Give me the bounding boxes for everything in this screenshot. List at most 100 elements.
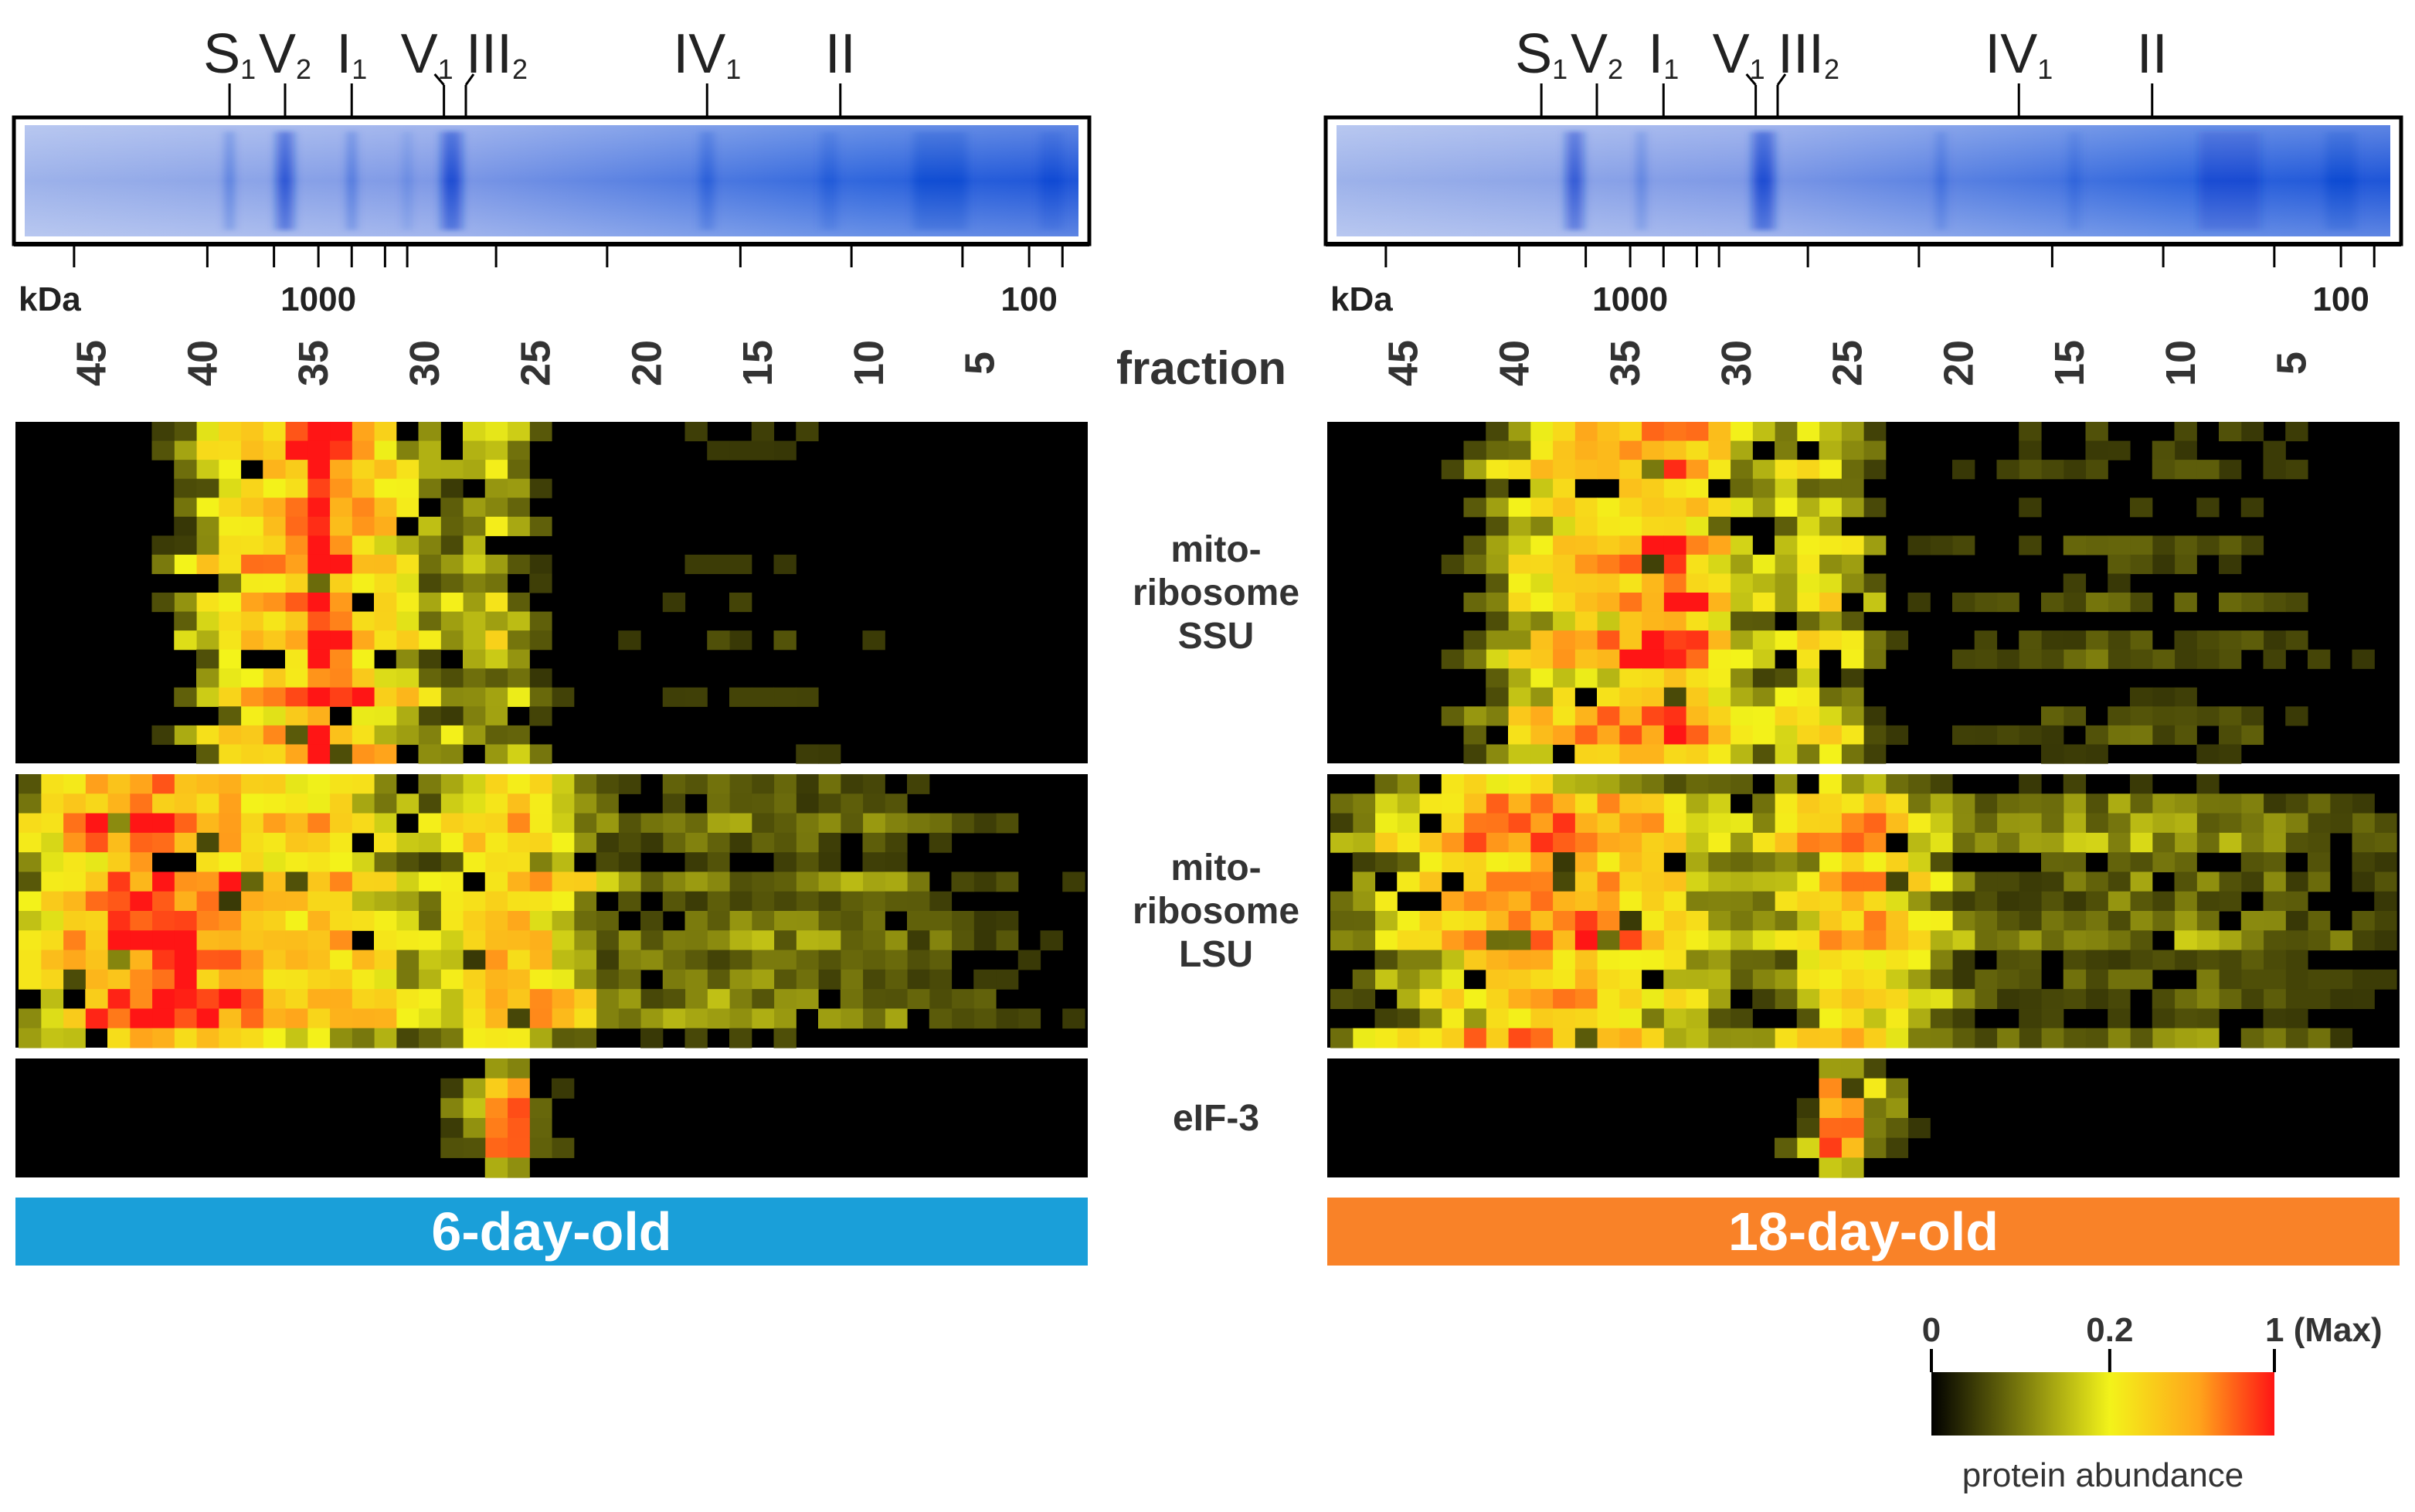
heatmap-cell bbox=[729, 930, 752, 951]
heatmap-cell bbox=[1796, 630, 1820, 651]
heatmap-cell bbox=[418, 969, 441, 990]
heatmap-cell bbox=[618, 891, 641, 912]
heatmap-cell bbox=[552, 813, 575, 834]
heatmap-cell bbox=[1618, 535, 1642, 556]
heatmap-cell bbox=[484, 852, 508, 873]
fraction-tick-label: 35 bbox=[290, 340, 337, 386]
heatmap-cell bbox=[2219, 969, 2242, 990]
heatmap-cell bbox=[1974, 969, 1998, 990]
heatmap-cell bbox=[484, 649, 508, 669]
heatmap-cell bbox=[196, 793, 219, 814]
heatmap-cell bbox=[2196, 930, 2220, 951]
heatmap-cell bbox=[1863, 930, 1887, 951]
heatmap-cell bbox=[1641, 989, 1664, 1010]
heatmap-cell bbox=[2108, 930, 2131, 951]
heatmap-cell bbox=[1441, 891, 1465, 912]
heatmap-cell bbox=[818, 832, 841, 853]
heatmap-cell bbox=[307, 422, 331, 442]
fraction-tick-label: 20 bbox=[1935, 340, 1982, 386]
heatmap-cell bbox=[1352, 872, 1376, 892]
heatmap-cell bbox=[618, 872, 641, 892]
heatmap-cell bbox=[1752, 950, 1775, 970]
heatmap-cell bbox=[1752, 630, 1775, 651]
heatmap-cell bbox=[352, 813, 375, 834]
heatmap-cell bbox=[1574, 706, 1598, 726]
heatmap-cell bbox=[396, 498, 419, 518]
heatmap-cell bbox=[2019, 793, 2042, 814]
heatmap-cell bbox=[1841, 969, 1864, 990]
heatmap-cell bbox=[285, 872, 308, 892]
heatmap-cell bbox=[440, 630, 464, 651]
heatmap-cell bbox=[2174, 1028, 2197, 1048]
heatmap-cell bbox=[818, 911, 841, 931]
heatmap-cell bbox=[1730, 891, 1753, 912]
heatmap-cell bbox=[218, 969, 242, 990]
heatmap-cell bbox=[1707, 832, 1731, 853]
heatmap-cell bbox=[2240, 630, 2264, 651]
heatmap-cell bbox=[63, 911, 86, 931]
heatmap-cell bbox=[1863, 950, 1887, 970]
heatmap-cell bbox=[1062, 1008, 1085, 1029]
heatmap-cell bbox=[1796, 1008, 1820, 1029]
heatmap-cell bbox=[818, 744, 841, 764]
heatmap-cell bbox=[1641, 611, 1664, 631]
heatmap-cell bbox=[2085, 891, 2108, 912]
heatmap-cell bbox=[240, 872, 263, 892]
heatmap-cell bbox=[796, 422, 819, 442]
heatmap-cell bbox=[729, 969, 752, 990]
heatmap-cell bbox=[1686, 478, 1709, 498]
heatmap-cell bbox=[2308, 930, 2331, 951]
heatmap-cell bbox=[196, 774, 219, 794]
heatmap-cell bbox=[796, 744, 819, 764]
heatmap-cell bbox=[218, 813, 242, 834]
heatmap-cell bbox=[773, 687, 797, 707]
heatmap-cell bbox=[196, 930, 219, 951]
heatmap-cell bbox=[2085, 872, 2108, 892]
heatmap-cell bbox=[552, 774, 575, 794]
heatmap-cell bbox=[796, 969, 819, 990]
heatmap-cell bbox=[1663, 706, 1686, 726]
heatmap-cell bbox=[1974, 832, 1998, 853]
heatmap-cell bbox=[2085, 744, 2108, 764]
heatmap-cell bbox=[1508, 930, 1531, 951]
heatmap-cell bbox=[1752, 611, 1775, 631]
heatmap-cell bbox=[374, 832, 397, 853]
heatmap-cell bbox=[40, 813, 64, 834]
heatmap-cell bbox=[1796, 911, 1820, 931]
heatmap-cell bbox=[529, 989, 552, 1010]
heatmap-cell bbox=[352, 725, 375, 746]
heatmap-cell bbox=[1707, 969, 1731, 990]
heatmap-cell bbox=[263, 687, 286, 707]
heatmap-cell bbox=[307, 1028, 331, 1048]
heatmap-cell bbox=[1441, 832, 1465, 853]
heatmap-cell bbox=[1930, 535, 1953, 556]
heatmap-cell bbox=[1618, 668, 1642, 688]
heatmap-cell bbox=[329, 593, 352, 613]
heatmap-cell bbox=[1930, 813, 1953, 834]
heatmap-cell bbox=[174, 774, 197, 794]
heatmap-cell bbox=[218, 630, 242, 651]
heatmap-cell bbox=[1663, 774, 1686, 794]
heatmap-cell bbox=[1530, 440, 1554, 460]
heatmap-cell bbox=[19, 774, 42, 794]
heatmap-cell bbox=[1486, 687, 1509, 707]
heatmap-cell bbox=[751, 422, 775, 442]
heatmap-cell bbox=[862, 832, 885, 853]
heatmap-cell bbox=[2152, 687, 2176, 707]
heatmap-cell bbox=[374, 774, 397, 794]
heatmap-cell bbox=[352, 911, 375, 931]
heatmap-cell bbox=[218, 832, 242, 853]
heatmap-cell bbox=[374, 911, 397, 931]
heatmap-cell bbox=[1819, 611, 1842, 631]
heatmap-cell bbox=[1996, 832, 2019, 853]
heatmap-cell bbox=[463, 649, 486, 669]
heatmap-cell bbox=[507, 911, 530, 931]
heatmap-cell bbox=[818, 774, 841, 794]
heatmap-cell bbox=[1330, 911, 1354, 931]
heatmap-cell bbox=[1841, 1058, 1864, 1079]
heatmap-cell bbox=[329, 793, 352, 814]
heatmap-cell bbox=[1841, 422, 1864, 442]
heatmap-cell bbox=[440, 832, 464, 853]
fraction-axis-label: fraction bbox=[1116, 342, 1286, 394]
heatmap-cell bbox=[729, 911, 752, 931]
